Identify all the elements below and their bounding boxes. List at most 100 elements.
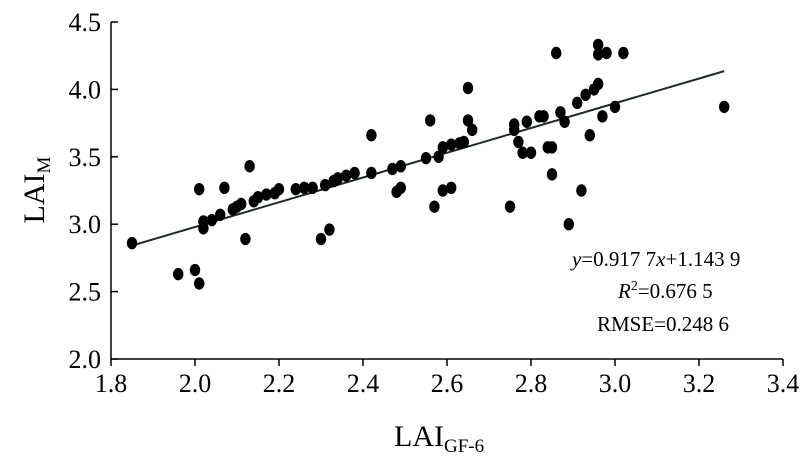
data-point — [593, 77, 604, 91]
r-squared-r: R — [617, 279, 631, 303]
data-point — [332, 172, 343, 185]
x-tick-marks — [110, 359, 784, 366]
data-point — [126, 236, 138, 250]
data-point — [315, 232, 327, 246]
data-point — [236, 197, 247, 211]
data-point — [206, 213, 217, 227]
x-tick-label: 2.8 — [515, 369, 548, 398]
x-tick-label: 2.6 — [431, 369, 464, 398]
data-point — [580, 88, 591, 101]
y-tick-label: 3.0 — [69, 210, 102, 239]
data-point — [252, 191, 264, 204]
data-point — [546, 141, 558, 154]
fit-equation: y=0.917 7x+1.143 9 — [570, 247, 740, 271]
data-point — [462, 114, 474, 127]
data-point — [563, 218, 574, 231]
data-point — [618, 46, 629, 60]
x-tick-label: 2.0 — [179, 369, 212, 398]
data-point — [395, 181, 406, 195]
data-point — [504, 200, 516, 213]
r-squared-value: =0.676 5 — [638, 279, 713, 303]
x-tick-label: 3.4 — [767, 369, 800, 398]
x-tick-label: 3.0 — [599, 369, 632, 398]
data-point — [320, 178, 331, 192]
y-axis-label-main: LAI — [18, 173, 51, 223]
data-point — [446, 181, 457, 195]
data-point — [538, 110, 549, 123]
data-point — [576, 184, 587, 197]
data-point — [215, 208, 226, 221]
rmse-label: RMSE=0.248 6 — [597, 312, 729, 336]
data-point — [429, 200, 440, 213]
equation-y: y — [570, 247, 582, 271]
data-point — [240, 232, 251, 246]
data-point — [173, 267, 184, 281]
equation-intercept: +1.143 9 — [666, 247, 741, 271]
data-point — [194, 277, 205, 290]
y-tick-label: 2.0 — [69, 345, 102, 374]
data-point — [437, 141, 448, 154]
data-point — [546, 168, 558, 181]
data-point — [366, 129, 377, 142]
data-point — [387, 162, 398, 176]
data-point — [307, 181, 318, 195]
x-axis-label-sub: GF-6 — [444, 436, 484, 456]
data-point — [555, 106, 566, 119]
data-point — [458, 135, 469, 149]
data-point — [467, 123, 478, 137]
data-point — [366, 166, 377, 180]
data-point — [559, 115, 570, 128]
y-axis-label-sub: M — [34, 156, 55, 173]
r-squared: R2=0.676 5 — [617, 279, 713, 303]
x-tick-label: 1.8 — [95, 369, 128, 398]
data-point — [324, 223, 335, 236]
data-point — [341, 169, 352, 182]
data-point — [273, 182, 285, 196]
data-point — [572, 96, 583, 110]
r-squared-exponent: 2 — [631, 279, 638, 294]
data-point — [198, 215, 209, 228]
data-point — [551, 46, 562, 60]
data-point — [609, 100, 621, 114]
data-point — [462, 81, 474, 95]
data-point — [189, 263, 201, 277]
x-tick-label: 3.2 — [683, 369, 716, 398]
data-point — [509, 118, 520, 131]
data-point — [601, 46, 612, 60]
data-point — [517, 146, 528, 159]
data-point — [290, 182, 301, 196]
equation-slope: =0.917 7 — [581, 247, 656, 271]
y-tick-marks — [111, 21, 118, 360]
data-point — [597, 110, 608, 123]
x-tick-label: 2.2 — [263, 369, 296, 398]
data-point — [584, 129, 595, 142]
data-point — [433, 150, 444, 163]
data-point — [437, 184, 448, 197]
y-axis-label: LAIM — [18, 156, 55, 223]
data-point — [525, 146, 537, 159]
data-point — [521, 115, 532, 128]
data-point — [719, 100, 730, 114]
x-axis-label: LAIGF-6 — [394, 420, 484, 456]
data-point — [513, 135, 524, 149]
data-point — [395, 160, 406, 173]
data-point — [299, 181, 310, 195]
y-tick-label: 3.5 — [69, 143, 102, 172]
y-tick-label: 4.5 — [69, 8, 102, 37]
x-axis-label-main: LAI — [394, 420, 444, 453]
data-point — [261, 188, 272, 201]
x-tick-labels: 1.8 2.0 2.2 2.4 2.6 2.8 3.0 3.2 3.4 — [95, 369, 800, 398]
y-tick-label: 2.5 — [69, 278, 102, 307]
data-point — [194, 182, 205, 196]
data-point — [593, 38, 604, 52]
y-tick-labels: 2.0 2.5 3.0 3.5 4.0 4.5 — [69, 8, 102, 374]
data-point — [219, 181, 230, 195]
y-tick-label: 4.0 — [69, 75, 102, 104]
data-point — [244, 160, 255, 173]
data-point — [349, 166, 360, 180]
data-point — [593, 48, 604, 61]
data-points — [126, 38, 730, 290]
equation-x: x — [655, 247, 666, 271]
data-point — [420, 151, 432, 165]
